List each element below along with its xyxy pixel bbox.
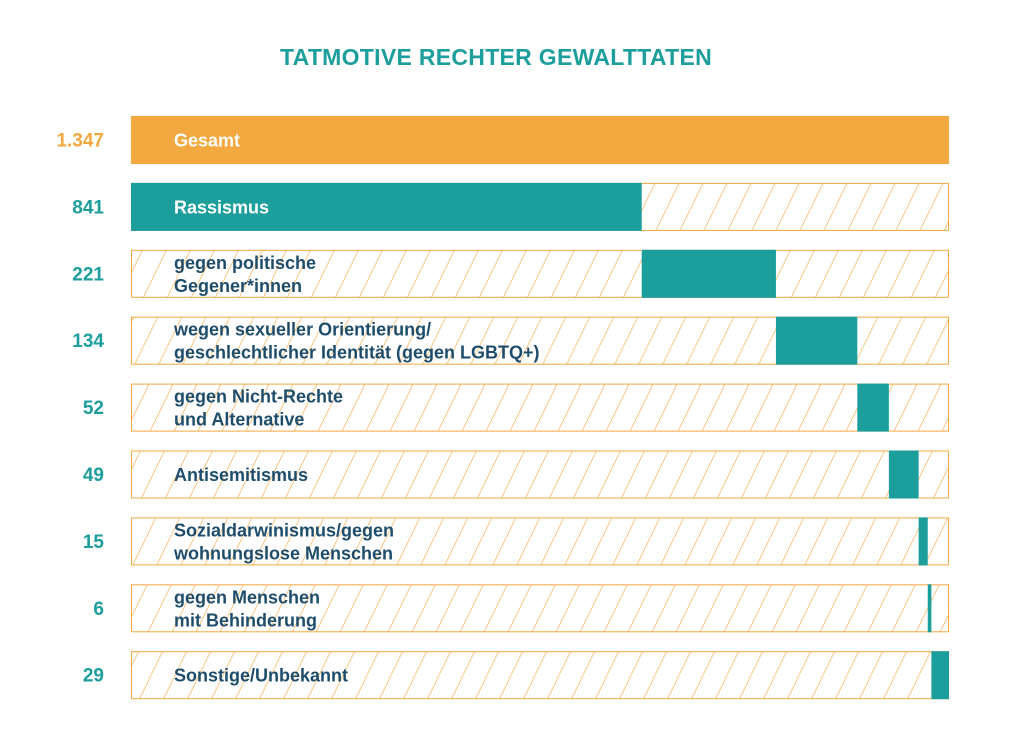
category-label: gegen Menschen mit Behinderung — [174, 587, 320, 630]
bar-segment — [775, 316, 858, 365]
total-label: Gesamt — [174, 131, 240, 151]
bar-segment — [857, 383, 889, 432]
row-background — [131, 651, 949, 700]
row-background — [131, 517, 949, 566]
value-label: 49 — [83, 465, 104, 486]
bar-segment — [131, 182, 642, 231]
value-label: 15 — [83, 532, 105, 553]
value-label: 134 — [72, 331, 104, 352]
category-label: gegen Nicht-Rechte und Alternative — [174, 387, 343, 430]
value-label: 52 — [83, 398, 104, 419]
bar-segment — [641, 249, 776, 298]
bar-segment — [931, 651, 949, 700]
value-label: 29 — [83, 666, 104, 687]
category-label: wegen sexueller Orientierung/geschlechtl… — [173, 320, 540, 363]
category-label: Rassismus — [174, 197, 269, 217]
bar-segment — [888, 450, 919, 499]
total-value: 1.347 — [56, 131, 104, 152]
bar-segment — [918, 517, 928, 566]
row-background — [131, 450, 949, 499]
row-background — [131, 249, 949, 298]
category-label: gegen politische Gegener*innen — [174, 253, 316, 296]
row-background — [131, 584, 949, 633]
total-bar — [131, 116, 949, 164]
row-background — [131, 383, 949, 432]
bar-segment — [927, 584, 932, 633]
value-label: 6 — [93, 599, 104, 620]
value-label: 221 — [72, 264, 104, 285]
chart-title: TATMOTIVE RECHTER GEWALTTATEN — [279, 44, 713, 70]
category-label: Antisemitismus — [174, 465, 308, 485]
category-label: Sonstige/Unbekannt — [174, 666, 348, 686]
category-label: Sozialdarwinismus/gegen wohnungslose Mens… — [173, 520, 394, 563]
value-label: 841 — [72, 197, 104, 218]
